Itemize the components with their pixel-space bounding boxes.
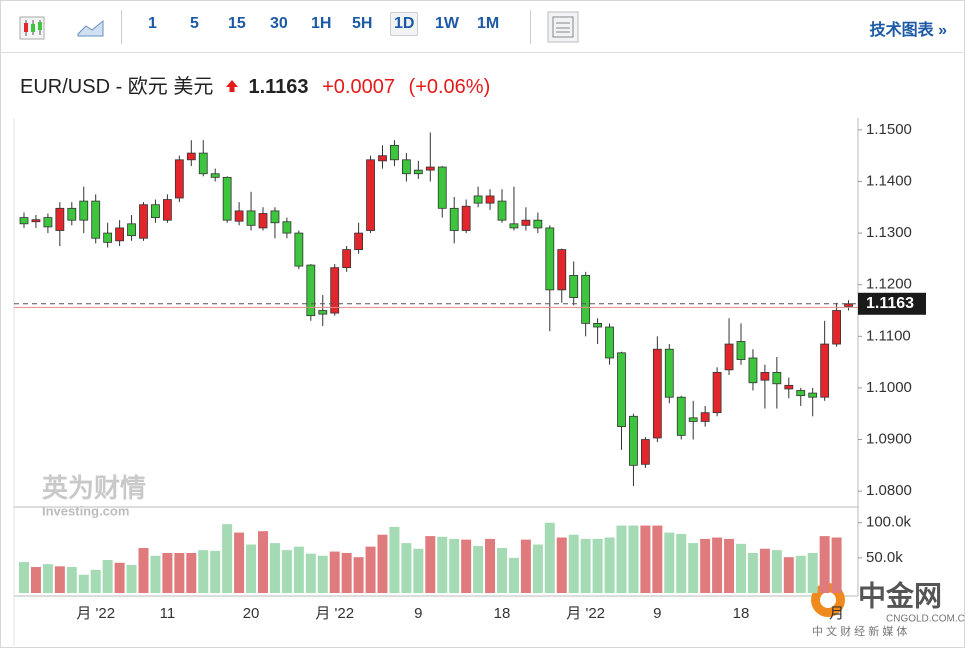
interval-button[interactable]: 15 bbox=[228, 15, 246, 32]
separator bbox=[530, 10, 531, 44]
candle-icon[interactable] bbox=[18, 13, 48, 41]
change: +0.0007 bbox=[322, 76, 395, 98]
interval-button[interactable]: 30 bbox=[270, 15, 288, 32]
price: 1.1163 bbox=[248, 76, 309, 98]
layout-icon[interactable] bbox=[547, 11, 579, 43]
toolbar: 技术图表 » 1 5 15 30 1H 5H 1D 1W 1M bbox=[0, 0, 963, 53]
interval-button[interactable]: 1D bbox=[390, 12, 419, 36]
area-icon[interactable] bbox=[76, 16, 106, 38]
interval-button[interactable]: 5H bbox=[352, 15, 373, 32]
interval-button[interactable]: 1M bbox=[477, 15, 500, 32]
symbol: EUR/USD - 欧元 美元 bbox=[20, 76, 214, 98]
interval-button[interactable]: 1 bbox=[148, 15, 157, 32]
interval-button[interactable]: 1H bbox=[311, 15, 332, 32]
tech-chart-link[interactable]: 技术图表 » bbox=[869, 22, 947, 39]
quote-header: EUR/USD - 欧元 美元 1.1163 +0.0007 (+0.06%) bbox=[20, 70, 490, 99]
up-arrow bbox=[225, 80, 238, 92]
interval-button[interactable]: 1W bbox=[435, 15, 459, 32]
interval-button[interactable]: 5 bbox=[190, 15, 199, 32]
separator bbox=[121, 10, 122, 44]
change-pct: (+0.06%) bbox=[408, 76, 491, 98]
